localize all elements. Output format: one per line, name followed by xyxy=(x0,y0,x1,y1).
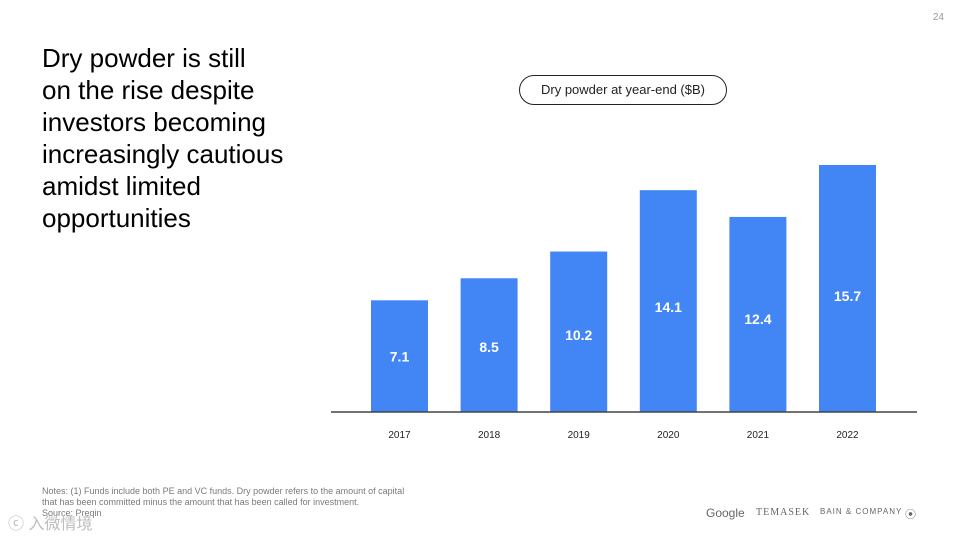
x-tick-label: 2017 xyxy=(388,430,411,441)
partner-logos: Google TEMASEK BAIN & COMPANY ⦿ xyxy=(706,506,921,521)
bar-value-label: 12.4 xyxy=(744,311,771,327)
bar-2019 xyxy=(550,251,608,412)
bar-value-label: 10.2 xyxy=(565,327,592,343)
headline-line: increasingly cautious xyxy=(42,139,284,169)
x-tick-label: 2021 xyxy=(747,430,770,441)
bar-value-label: 14.1 xyxy=(655,299,682,315)
bar-value-label: 7.1 xyxy=(390,349,410,365)
bain-logo: BAIN & COMPANY xyxy=(820,507,903,516)
headline: Dry powder is still on the rise despite … xyxy=(42,42,332,234)
x-tick-label: 2020 xyxy=(657,430,680,441)
bar-2020 xyxy=(639,190,697,412)
x-tick-label: 2019 xyxy=(568,430,591,441)
temasek-logo: TEMASEK xyxy=(756,507,811,518)
footnote-line: that has been committed minus the amount… xyxy=(42,497,360,507)
bar-value-label: 15.7 xyxy=(834,288,861,304)
footnotes: Notes: (1) Funds include both PE and VC … xyxy=(42,486,442,519)
bain-logo-icon: ⦿ xyxy=(905,509,916,521)
footnote-line: Notes: (1) Funds include both PE and VC … xyxy=(42,486,405,496)
page-number: 24 xyxy=(932,12,944,23)
headline-line: Dry powder is still xyxy=(42,43,246,73)
bar-2017 xyxy=(371,300,428,412)
x-tick-label: 2022 xyxy=(836,430,859,441)
headline-line: opportunities xyxy=(42,203,191,233)
bar-2018 xyxy=(460,278,518,412)
bar-2021 xyxy=(729,216,787,412)
headline-line: amidst limited xyxy=(42,171,201,201)
headline-line: investors becoming xyxy=(42,107,266,137)
x-tick-label: 2018 xyxy=(478,430,501,441)
footnote-line: Source: Preqin xyxy=(42,508,102,518)
watermark: ⓒ 入微情境 xyxy=(8,516,93,533)
bar-value-label: 8.5 xyxy=(479,339,499,355)
bar-2022 xyxy=(819,165,876,412)
headline-line: on the rise despite xyxy=(42,75,255,105)
chart-title-pill: Dry powder at year-end ($B) xyxy=(519,75,727,105)
google-logo: Google xyxy=(706,506,745,520)
